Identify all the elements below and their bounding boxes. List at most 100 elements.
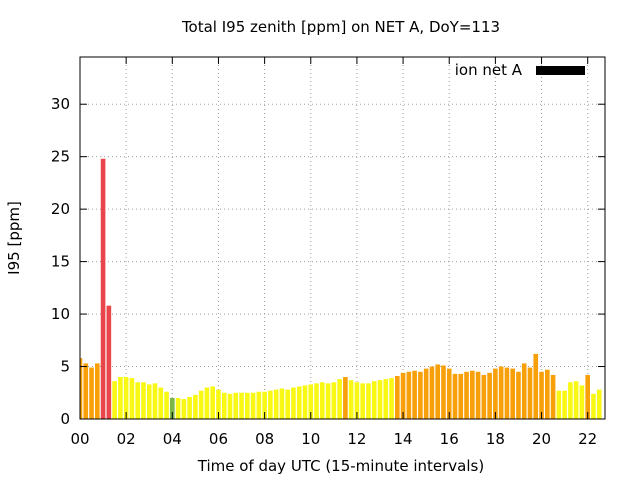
bar (400, 372, 406, 419)
bar (516, 371, 521, 419)
bar (481, 374, 487, 419)
y-tick-label: 10 (51, 305, 70, 323)
x-tick-label: 04 (163, 430, 182, 448)
x-axis-label: Time of day UTC (15-minute intervals) (197, 457, 484, 475)
x-tick-label: 10 (301, 430, 320, 448)
bar (279, 388, 285, 419)
bar (395, 375, 400, 419)
bar (371, 381, 377, 419)
bar (135, 382, 140, 419)
bar (285, 389, 290, 419)
bar (221, 392, 227, 419)
legend-label: ion net A (455, 61, 523, 79)
bar (383, 379, 389, 419)
bar (470, 370, 475, 419)
x-tick-label: 00 (70, 430, 89, 448)
bar (112, 381, 117, 419)
bar (539, 371, 544, 419)
bar (556, 390, 562, 419)
chart-title: Total I95 zenith [ppm] on NET A, DoY=113 (181, 18, 500, 36)
bar (568, 382, 573, 419)
bar (320, 382, 325, 419)
bar (118, 377, 123, 419)
bar (164, 391, 169, 419)
bar (504, 367, 510, 419)
bar (129, 378, 135, 419)
bar (262, 391, 267, 419)
bar (83, 363, 89, 419)
bar (256, 391, 262, 419)
bar (273, 389, 279, 419)
x-tick-label: 16 (440, 430, 459, 448)
bar (216, 389, 221, 419)
bar (291, 387, 296, 419)
bar (250, 392, 256, 419)
bar (533, 353, 539, 419)
bar (435, 364, 440, 419)
x-tick-label: 02 (117, 430, 136, 448)
bar (498, 366, 504, 419)
bar (245, 392, 250, 419)
bar (429, 366, 435, 419)
bar (521, 363, 527, 419)
x-tick-label: 06 (209, 430, 228, 448)
x-tick-label: 22 (578, 430, 597, 448)
grid-lines (80, 57, 605, 419)
bar (204, 387, 210, 419)
bar (510, 368, 515, 419)
bar (348, 380, 354, 419)
bar (591, 393, 596, 419)
y-tick-label: 25 (51, 148, 70, 166)
bar (80, 358, 83, 419)
x-tick-label: 20 (532, 430, 551, 448)
bar (239, 392, 244, 419)
bar (464, 371, 469, 419)
bar (366, 383, 371, 419)
x-tick-label: 12 (347, 430, 366, 448)
bar (596, 389, 602, 419)
bar (446, 368, 452, 419)
y-tick-label: 0 (60, 410, 70, 428)
bar (123, 377, 129, 419)
bar (406, 371, 412, 419)
bar (158, 387, 164, 419)
bar (354, 382, 360, 419)
bar (106, 305, 112, 419)
bar (579, 385, 585, 419)
legend: ion net A (455, 61, 585, 79)
bar (418, 371, 423, 419)
bar (441, 365, 446, 419)
bar (452, 373, 458, 419)
bars (80, 158, 602, 419)
plot-frame (79, 56, 606, 420)
y-tick-label: 20 (51, 200, 70, 218)
bar (487, 372, 492, 419)
x-tick-label: 08 (255, 430, 274, 448)
bar (475, 371, 481, 419)
bar (268, 390, 273, 419)
bar (152, 383, 158, 419)
bar (377, 380, 383, 419)
bar (331, 382, 337, 419)
bar (302, 385, 308, 419)
y-tick-label: 15 (51, 253, 70, 271)
bar (170, 398, 175, 419)
y-axis-label: I95 [ppm] (5, 201, 23, 275)
bar (95, 363, 100, 419)
bar (89, 367, 94, 419)
bar (193, 394, 198, 419)
bar (545, 369, 550, 419)
bar (314, 383, 319, 419)
bar (458, 373, 464, 419)
bar (175, 398, 181, 419)
bar (146, 384, 152, 419)
bar (493, 368, 498, 419)
x-tick-label: 18 (486, 430, 505, 448)
x-tick-label: 14 (394, 430, 413, 448)
bar (198, 390, 204, 419)
bar (389, 378, 394, 419)
bar (325, 383, 331, 419)
bar (100, 158, 106, 419)
bar (562, 390, 567, 419)
